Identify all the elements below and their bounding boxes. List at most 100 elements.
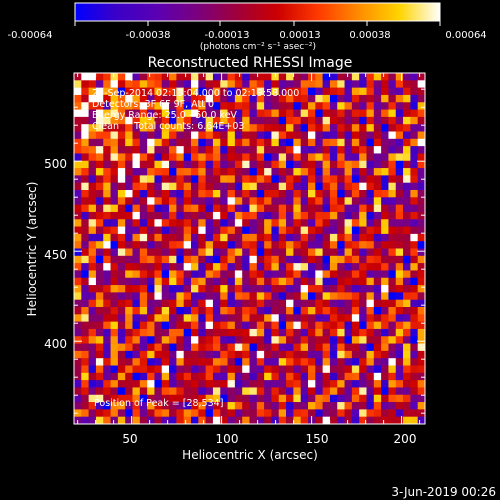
heatmap-cell <box>403 233 411 242</box>
heatmap-cell <box>278 299 287 308</box>
heatmap-cell <box>205 160 214 169</box>
heatmap-cell <box>388 314 397 322</box>
heatmap-cell <box>242 182 250 191</box>
heatmap-cell <box>88 358 97 366</box>
heatmap-cell <box>322 248 331 257</box>
heatmap-cell <box>212 160 221 169</box>
heatmap-cell <box>308 270 316 279</box>
heatmap-cell <box>95 116 104 125</box>
heatmap-cell <box>191 380 199 388</box>
heatmap-cell <box>212 233 221 242</box>
heatmap-cell <box>154 336 163 344</box>
heatmap-cell <box>88 387 97 396</box>
heatmap-cell <box>344 197 353 205</box>
heatmap-cell <box>176 248 184 257</box>
heatmap-cell <box>293 197 301 205</box>
heatmap-cell <box>315 80 323 88</box>
heatmap-cell <box>132 146 141 154</box>
heatmap-cell <box>242 153 250 162</box>
heatmap-cell <box>300 277 309 286</box>
heatmap-cell <box>278 73 287 81</box>
heatmap-cell <box>169 190 177 198</box>
heatmap-cell <box>132 365 141 374</box>
heatmap-cell <box>300 102 309 110</box>
heatmap-cell <box>74 204 82 213</box>
heatmap-cell <box>366 314 375 322</box>
heatmap-cell <box>161 416 170 424</box>
heatmap-cell <box>198 160 206 169</box>
heatmap-cell <box>329 285 338 293</box>
heatmap-cell <box>103 416 111 424</box>
heatmap-cell <box>271 116 280 125</box>
heatmap-cell <box>183 204 192 213</box>
heatmap-cell <box>417 241 425 249</box>
heatmap-cell <box>169 160 177 169</box>
heatmap-cell <box>388 226 397 235</box>
heatmap-cell <box>139 299 148 308</box>
heatmap-cell <box>176 197 184 205</box>
heatmap-cell <box>373 124 382 132</box>
heatmap-cell <box>278 153 287 162</box>
heatmap-cell <box>74 358 82 366</box>
heatmap-cell <box>242 241 250 249</box>
heatmap-cell <box>271 182 280 191</box>
heatmap-cell <box>256 314 265 322</box>
heatmap-cell <box>410 255 418 264</box>
heatmap-cell <box>300 409 309 417</box>
heatmap-cell <box>147 87 155 96</box>
heatmap-cell <box>308 372 316 381</box>
heatmap-cell <box>395 175 404 183</box>
heatmap-cell <box>227 138 236 147</box>
heatmap-cell <box>264 314 272 322</box>
heatmap-cell <box>242 109 250 118</box>
heatmap-cell <box>315 87 323 96</box>
heatmap-cell <box>95 416 104 424</box>
heatmap-cell <box>366 292 375 300</box>
heatmap-cell <box>278 226 287 235</box>
heatmap-cell <box>139 116 148 125</box>
heatmap-cell <box>220 350 228 359</box>
heatmap-cell <box>81 394 89 403</box>
heatmap-cell <box>322 380 331 388</box>
heatmap-cell <box>271 197 280 205</box>
heatmap-cell <box>329 116 338 125</box>
heatmap-cell <box>191 131 199 140</box>
heatmap-cell <box>256 109 265 118</box>
heatmap-cell <box>403 87 411 96</box>
heatmap-cell <box>103 343 111 352</box>
heatmap-cell <box>351 314 360 322</box>
heatmap-cell <box>234 168 243 176</box>
heatmap-cell <box>395 138 404 147</box>
heatmap-cell <box>103 307 111 315</box>
heatmap-cell <box>286 270 294 279</box>
heatmap-cell <box>403 182 411 191</box>
heatmap-cell <box>183 409 192 417</box>
heatmap-cell <box>337 204 345 213</box>
heatmap-cell <box>227 73 236 81</box>
heatmap-cell <box>117 372 126 381</box>
heatmap-cell <box>154 131 163 140</box>
heatmap-cell <box>183 292 192 300</box>
heatmap-cell <box>198 204 206 213</box>
heatmap-cell <box>169 307 177 315</box>
heatmap-cell <box>388 131 397 140</box>
heatmap-cell <box>395 292 404 300</box>
heatmap-cell <box>183 124 192 132</box>
heatmap-cell <box>125 124 133 132</box>
heatmap-cell <box>388 190 397 198</box>
heatmap-cell <box>249 416 258 424</box>
heatmap-cell <box>249 94 258 103</box>
heatmap-cell <box>169 416 177 424</box>
heatmap-cell <box>315 175 323 183</box>
heatmap-cell <box>205 416 214 424</box>
heatmap-cell <box>234 80 243 88</box>
heatmap-cell <box>212 197 221 205</box>
heatmap-cell <box>132 233 141 242</box>
heatmap-cell <box>337 416 345 424</box>
heatmap-cell <box>95 380 104 388</box>
heatmap-cell <box>359 402 367 410</box>
heatmap-cell <box>315 138 323 147</box>
heatmap-cell <box>417 248 425 257</box>
heatmap-cell <box>205 299 214 308</box>
heatmap-cell <box>410 80 418 88</box>
